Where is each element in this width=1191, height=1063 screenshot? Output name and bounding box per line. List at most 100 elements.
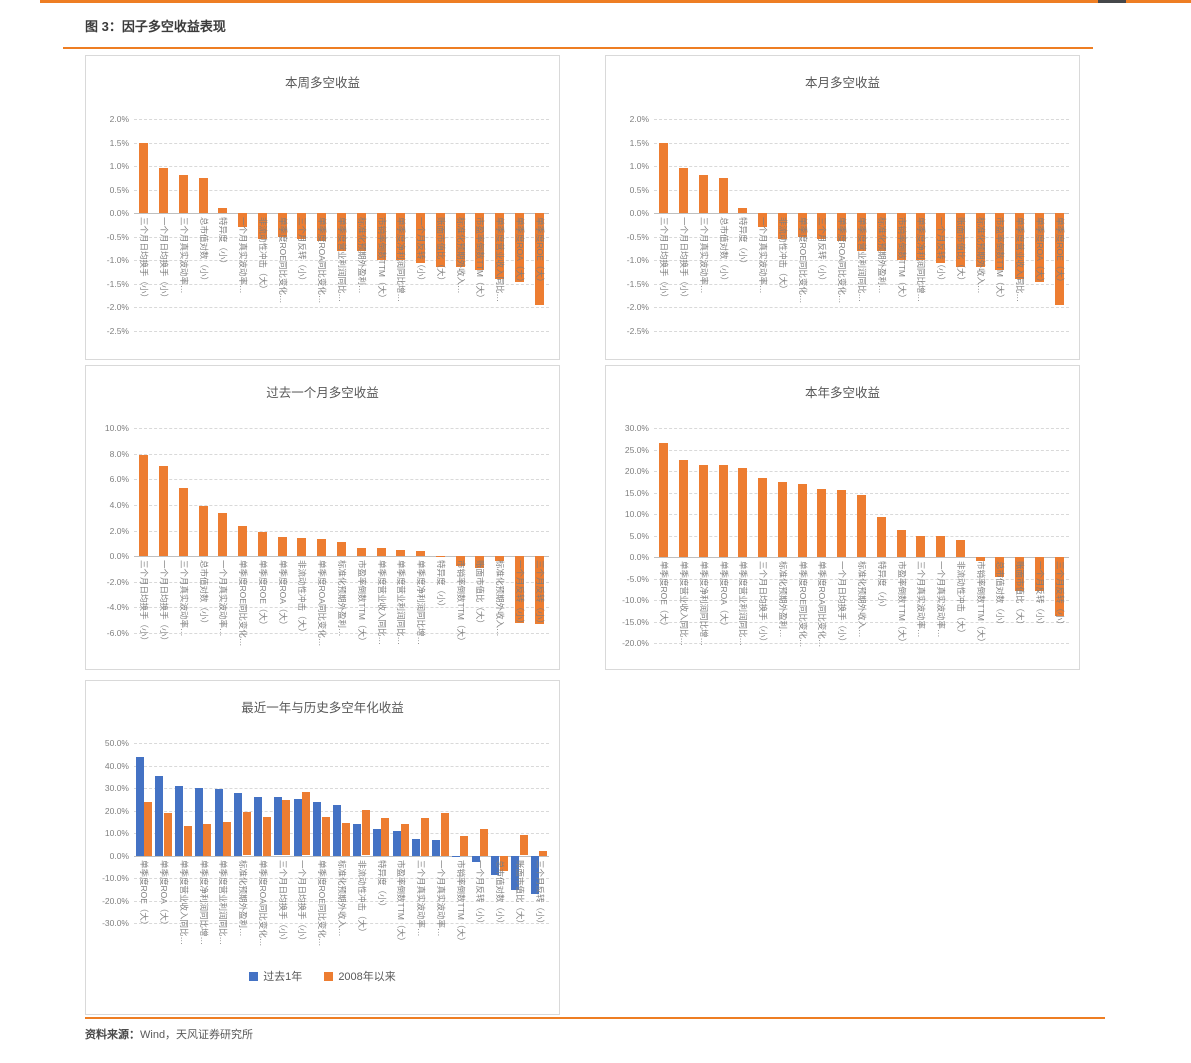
bar bbox=[777, 213, 787, 240]
bar bbox=[321, 817, 330, 856]
bar bbox=[455, 213, 465, 268]
category-label: 账面市值比（大） bbox=[955, 217, 966, 286]
category-label: 单季度净利润同比增… bbox=[698, 561, 709, 647]
gridline bbox=[654, 166, 1069, 168]
bar bbox=[718, 177, 728, 214]
bar bbox=[817, 213, 827, 240]
y-tick-label: 1.5% bbox=[109, 137, 129, 148]
category-label: 三个月反转（小） bbox=[297, 217, 308, 286]
bar bbox=[857, 494, 866, 557]
zero-axis-line bbox=[134, 855, 549, 857]
bar bbox=[480, 828, 489, 856]
bar bbox=[317, 538, 327, 557]
category-label: 三个月反转（小） bbox=[817, 217, 828, 286]
category-label: 三个月日均换手（小） bbox=[659, 217, 670, 303]
category-label: 非流动性冲击（大） bbox=[356, 859, 367, 937]
bar bbox=[361, 810, 370, 856]
y-tick-label: -5.0% bbox=[626, 573, 649, 584]
bar bbox=[519, 834, 528, 856]
category-label: 非流动性冲击（大） bbox=[257, 217, 268, 294]
bar bbox=[337, 542, 346, 557]
y-tick-label: -20.0% bbox=[622, 638, 649, 648]
gridline bbox=[654, 260, 1069, 262]
bar bbox=[514, 556, 524, 623]
bar bbox=[183, 826, 192, 856]
ytd-ls-return-chart: 本年多空收益 30.0% 25.0% 20.0% 15.0% 10.0% 5.0% 0.0% -… bbox=[605, 365, 1080, 670]
page-top-rule-notch bbox=[1098, 0, 1126, 3]
category-label: 单季度ROE（大） bbox=[139, 859, 150, 929]
category-label: 单季度ROE同比变化… bbox=[238, 560, 249, 647]
y-tick-label: 30.0% bbox=[104, 783, 129, 793]
bar bbox=[916, 536, 926, 557]
bar bbox=[376, 213, 386, 261]
chart-title: 最近一年与历史多空年化收益 bbox=[241, 701, 404, 715]
category-label: 单季度ROA（大） bbox=[277, 560, 288, 630]
bar bbox=[936, 536, 946, 557]
bar bbox=[420, 818, 429, 856]
y-tick-label: 0.5% bbox=[109, 184, 129, 195]
category-label: 三个月反转（小） bbox=[534, 859, 545, 928]
category-label: 单季度净利润同比增… bbox=[416, 560, 427, 646]
category-label: 单季度营业收入同比… bbox=[1015, 217, 1026, 303]
bar bbox=[995, 213, 1005, 270]
bar bbox=[178, 174, 188, 214]
bar bbox=[475, 556, 485, 568]
bar bbox=[797, 484, 807, 557]
category-label: 一个月反转（小） bbox=[514, 560, 525, 629]
gridline bbox=[654, 643, 1069, 644]
bar bbox=[440, 812, 449, 856]
y-tick-label: 0.0% bbox=[629, 552, 649, 562]
bar bbox=[936, 213, 946, 263]
bar bbox=[194, 788, 203, 856]
bar bbox=[333, 804, 342, 856]
bar bbox=[491, 855, 500, 875]
bar bbox=[341, 822, 350, 856]
bar bbox=[297, 537, 307, 557]
gridline bbox=[134, 765, 549, 767]
bar bbox=[262, 817, 271, 856]
bar bbox=[955, 539, 965, 557]
category-label: 标准化预期外收入… bbox=[975, 217, 986, 294]
bar bbox=[277, 536, 287, 557]
y-tick-label: -4.0% bbox=[106, 602, 129, 613]
bar bbox=[144, 801, 153, 856]
bar bbox=[218, 513, 228, 557]
gridline bbox=[134, 810, 549, 812]
y-tick-label: -30.0% bbox=[102, 918, 129, 928]
bar bbox=[372, 828, 381, 856]
bar bbox=[356, 547, 366, 557]
bar bbox=[499, 855, 508, 872]
y-tick-label: -20.0% bbox=[102, 895, 129, 906]
category-label: 市盈率倒数TTM（大） bbox=[356, 560, 367, 646]
y-tick-label: -2.5% bbox=[626, 326, 649, 336]
bar bbox=[777, 481, 787, 557]
past-month-ls-return-chart: 过去一个月多空收益 10.0% 8.0% 6.0% 4.0% 2.0% 0.0% -2.0% -… bbox=[85, 365, 560, 670]
y-tick-label: 2.0% bbox=[109, 525, 129, 536]
category-label: 账面市值比（大） bbox=[475, 560, 486, 629]
y-tick-label: 50.0% bbox=[104, 738, 129, 748]
category-label: 特异度（小） bbox=[435, 560, 446, 612]
category-label: 三个月日均换手（小） bbox=[139, 560, 150, 646]
category-label: 非流动性冲击（大） bbox=[297, 560, 308, 637]
category-label: 单季度营业收入同比… bbox=[178, 859, 189, 945]
category-label: 市盈率倒数TTM（大） bbox=[896, 561, 907, 647]
gridline bbox=[134, 923, 549, 924]
gridline bbox=[134, 260, 549, 262]
category-label: 特异度（小） bbox=[876, 561, 887, 613]
y-tick-label: -1.0% bbox=[626, 255, 649, 266]
bar bbox=[876, 213, 886, 251]
figure-title: 图 3：因子多空收益表现 bbox=[85, 19, 226, 34]
bar bbox=[214, 789, 223, 856]
y-tick-label: -2.0% bbox=[626, 302, 649, 313]
bar bbox=[163, 812, 172, 856]
gridline bbox=[654, 449, 1069, 451]
y-tick-label: 40.0% bbox=[104, 760, 129, 771]
category-label: 标准化预期外盈利… bbox=[777, 561, 788, 638]
category-label: 三个月真实波动率… bbox=[178, 217, 189, 294]
category-label: 总市值对数（小） bbox=[198, 217, 209, 286]
gridline bbox=[134, 504, 549, 506]
gridline bbox=[134, 633, 549, 634]
bar bbox=[530, 855, 539, 894]
bar bbox=[392, 830, 401, 856]
